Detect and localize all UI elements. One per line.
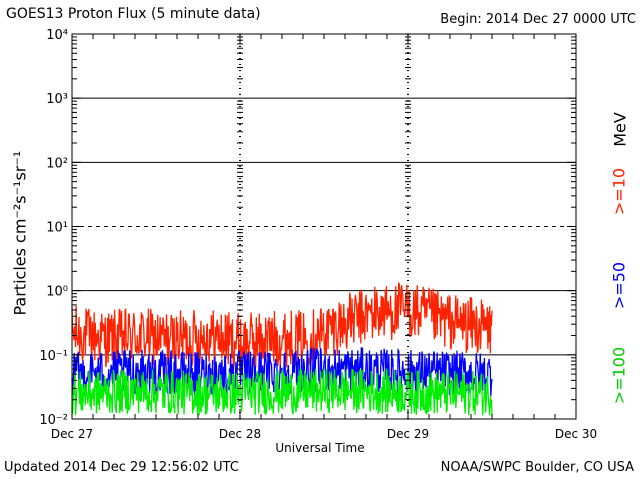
x-tick-label: Dec 29 [387, 427, 429, 441]
grid-lines [72, 34, 576, 419]
y-tick-label: 10⁰ [46, 285, 68, 300]
y-tick-label: 10⁻² [39, 413, 68, 428]
updated-time: Updated 2014 Dec 29 12:56:02 UTC [4, 460, 239, 475]
legend-ge50: >=50 [609, 261, 629, 310]
x-tick-label: Dec 30 [555, 427, 597, 441]
legend-unit: MeV [610, 112, 630, 147]
legend-ge10: >=10 [609, 167, 629, 216]
tick-marks [71, 33, 577, 420]
series-line-0 [71, 281, 493, 370]
chart-title: GOES13 Proton Flux (5 minute data) [6, 6, 261, 22]
begin-time: Begin: 2014 Dec 27 0000 UTC [440, 12, 636, 27]
tick-labels: 10⁻² 10⁻¹ 10⁰ 10¹ 10² 10³ 10⁴ Dec 27 Dec 28 Dec 2… [39, 28, 597, 441]
y-tick-label: 10¹ [46, 221, 68, 236]
y-tick-label: 10³ [46, 92, 68, 107]
y-tick-label: 10² [46, 156, 68, 171]
credit: NOAA/SWPC Boulder, CO USA [440, 460, 634, 475]
y-axis-label: Particles cm⁻²s⁻¹sr⁻¹ [10, 150, 30, 316]
series-line-2 [71, 367, 493, 416]
x-tick-label: Dec 28 [219, 427, 261, 441]
y-tick-label: 10⁴ [46, 28, 68, 43]
y-tick-label: 10⁻¹ [39, 349, 68, 364]
x-axis-label: Universal Time [275, 441, 365, 455]
series-layer [71, 281, 493, 416]
legend-ge100: >=100 [609, 346, 629, 405]
series-line-1 [71, 347, 493, 397]
x-tick-label: Dec 27 [51, 427, 93, 441]
